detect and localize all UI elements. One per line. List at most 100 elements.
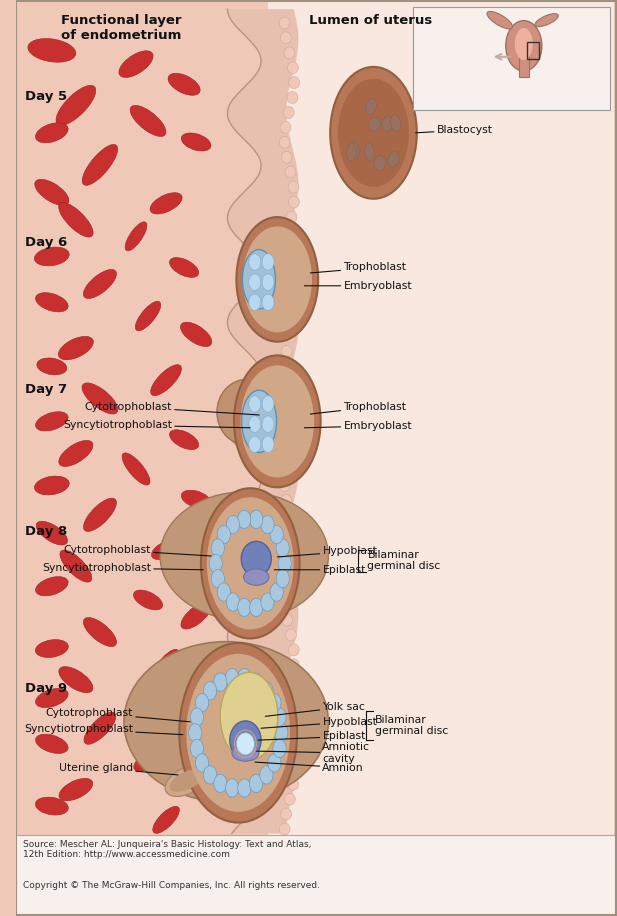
Text: Amnion: Amnion: [255, 762, 364, 772]
Circle shape: [338, 79, 409, 187]
Text: Yolk sac: Yolk sac: [265, 703, 365, 716]
Ellipse shape: [262, 274, 274, 290]
Ellipse shape: [204, 766, 217, 784]
Text: Hypoblast: Hypoblast: [277, 547, 377, 557]
Ellipse shape: [133, 590, 163, 610]
Ellipse shape: [182, 761, 210, 787]
Ellipse shape: [35, 180, 69, 205]
Ellipse shape: [59, 202, 93, 237]
Ellipse shape: [122, 453, 150, 485]
Ellipse shape: [287, 748, 297, 760]
Ellipse shape: [242, 390, 276, 453]
Bar: [519, 54, 529, 77]
Ellipse shape: [213, 774, 227, 792]
Ellipse shape: [28, 38, 76, 62]
Ellipse shape: [289, 420, 299, 432]
Ellipse shape: [83, 269, 117, 299]
Ellipse shape: [213, 673, 227, 692]
Ellipse shape: [262, 436, 274, 453]
Text: Embryoblast: Embryoblast: [304, 421, 412, 431]
Ellipse shape: [283, 734, 294, 746]
Ellipse shape: [135, 301, 160, 331]
Ellipse shape: [225, 779, 239, 797]
Ellipse shape: [487, 11, 513, 29]
Ellipse shape: [170, 769, 205, 791]
Ellipse shape: [286, 629, 296, 641]
Circle shape: [180, 643, 297, 823]
Ellipse shape: [196, 754, 209, 772]
Ellipse shape: [278, 554, 291, 572]
Ellipse shape: [280, 718, 291, 730]
Ellipse shape: [270, 583, 283, 601]
Ellipse shape: [225, 669, 239, 687]
Ellipse shape: [238, 598, 251, 616]
Ellipse shape: [275, 724, 288, 742]
Text: Hypoblast: Hypoblast: [261, 717, 377, 728]
Text: Cytotrophoblast: Cytotrophoblast: [64, 545, 211, 556]
Text: Day 6: Day 6: [25, 236, 67, 249]
Ellipse shape: [35, 476, 69, 495]
Ellipse shape: [286, 286, 297, 298]
Ellipse shape: [36, 521, 67, 545]
Ellipse shape: [388, 151, 399, 168]
Ellipse shape: [262, 254, 274, 270]
Ellipse shape: [82, 383, 118, 414]
Ellipse shape: [374, 156, 386, 170]
Ellipse shape: [36, 688, 68, 708]
Ellipse shape: [249, 274, 261, 290]
Ellipse shape: [280, 703, 290, 715]
Text: Bilaminar
germinal disc: Bilaminar germinal disc: [368, 550, 441, 572]
Ellipse shape: [282, 614, 292, 626]
Ellipse shape: [288, 61, 298, 73]
Ellipse shape: [284, 450, 295, 462]
Ellipse shape: [232, 745, 259, 761]
Ellipse shape: [217, 583, 230, 601]
Ellipse shape: [288, 644, 299, 656]
Ellipse shape: [270, 526, 283, 544]
Text: Syncytiotrophoblast: Syncytiotrophoblast: [63, 420, 251, 430]
Ellipse shape: [365, 99, 376, 114]
Ellipse shape: [279, 136, 290, 148]
Ellipse shape: [189, 724, 202, 742]
Ellipse shape: [289, 763, 299, 775]
Ellipse shape: [279, 480, 290, 492]
Circle shape: [186, 654, 290, 812]
Ellipse shape: [249, 436, 261, 453]
Text: Embryoblast: Embryoblast: [304, 281, 412, 290]
Ellipse shape: [35, 797, 68, 815]
Ellipse shape: [165, 765, 209, 796]
Ellipse shape: [59, 441, 93, 466]
Ellipse shape: [288, 659, 299, 671]
Ellipse shape: [281, 151, 292, 163]
Ellipse shape: [289, 540, 299, 551]
Ellipse shape: [284, 509, 296, 521]
Ellipse shape: [515, 28, 533, 60]
Circle shape: [330, 67, 417, 199]
Ellipse shape: [288, 779, 299, 791]
Ellipse shape: [160, 492, 328, 620]
Ellipse shape: [170, 257, 199, 278]
Ellipse shape: [124, 641, 328, 802]
Text: Cytotrophoblast: Cytotrophoblast: [46, 708, 190, 722]
Ellipse shape: [37, 358, 67, 375]
Circle shape: [242, 226, 312, 333]
Ellipse shape: [82, 145, 118, 185]
Ellipse shape: [276, 570, 289, 588]
Ellipse shape: [279, 823, 290, 835]
Ellipse shape: [285, 331, 296, 343]
Ellipse shape: [83, 498, 117, 531]
Ellipse shape: [280, 584, 291, 596]
Ellipse shape: [281, 345, 292, 357]
Ellipse shape: [36, 734, 68, 754]
Text: Syncytiotrophoblast: Syncytiotrophoblast: [42, 563, 204, 572]
Ellipse shape: [261, 593, 274, 611]
Ellipse shape: [190, 708, 204, 726]
Text: Epiblast: Epiblast: [258, 732, 366, 741]
Ellipse shape: [152, 540, 181, 560]
Ellipse shape: [289, 196, 299, 208]
Ellipse shape: [260, 682, 273, 700]
Ellipse shape: [280, 599, 290, 611]
Ellipse shape: [391, 114, 401, 132]
Ellipse shape: [249, 396, 261, 412]
Ellipse shape: [153, 806, 180, 834]
